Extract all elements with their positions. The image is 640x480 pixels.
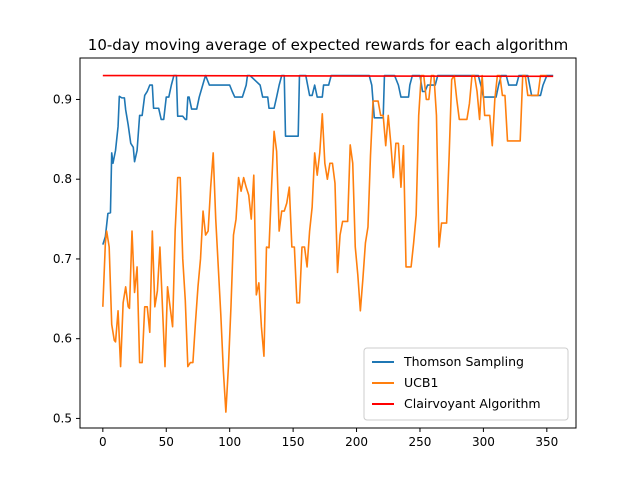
legend: Thomson Sampling UCB1 Clairvoyant Algorith… [363,347,569,421]
legend-label-1: UCB1 [404,375,438,390]
chart-title: 10-day moving average of expected reward… [88,36,568,54]
series-line-2 [102,74,554,78]
y-tick-label-2: 0.7 [53,252,72,266]
x-tick-label-2: 100 [218,435,241,449]
x-tick-label-4: 200 [345,435,368,449]
axes: 0 50 100 150 200 250 300 350 0.5 0.6 0.7 0.8 0.9 [53,57,577,449]
y-tick-label-4: 0.9 [53,92,72,106]
x-tick-label-3: 150 [282,435,305,449]
plot-area [102,74,554,413]
legend-box [363,347,569,421]
y-tick-label-3: 0.8 [53,172,72,186]
x-tick-label-5: 250 [409,435,432,449]
y-tick-label-1: 0.6 [53,332,72,346]
x-tick-label-1: 50 [159,435,174,449]
x-tick-label-6: 300 [472,435,495,449]
y-tick-label-0: 0.5 [53,411,72,425]
legend-label-2: Clairvoyant Algorithm [404,396,541,411]
axes-frame [79,57,577,429]
x-tick-label-7: 350 [535,435,558,449]
x-tick-label-0: 0 [99,435,107,449]
legend-label-0: Thomson Sampling [403,354,524,369]
series-line-1 [102,74,547,413]
